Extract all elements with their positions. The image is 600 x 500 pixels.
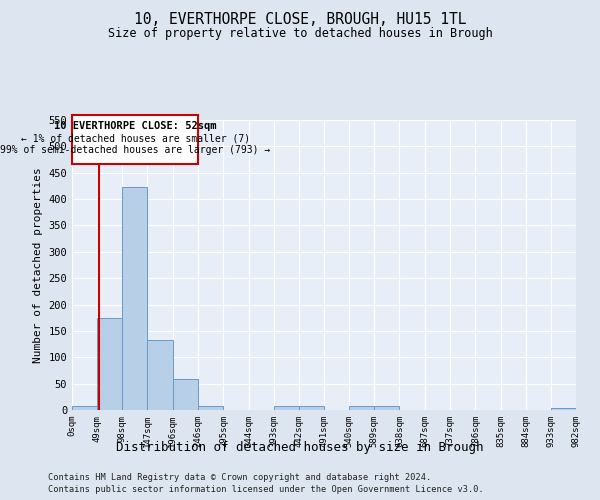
Bar xyxy=(349,406,374,410)
Bar xyxy=(97,318,122,410)
Bar xyxy=(198,406,223,410)
Text: 10, EVERTHORPE CLOSE, BROUGH, HU15 1TL: 10, EVERTHORPE CLOSE, BROUGH, HU15 1TL xyxy=(134,12,466,28)
Bar xyxy=(374,406,400,410)
Bar xyxy=(72,116,198,164)
Bar xyxy=(122,188,148,410)
Bar xyxy=(148,340,173,410)
Bar xyxy=(72,406,97,410)
Text: Contains HM Land Registry data © Crown copyright and database right 2024.: Contains HM Land Registry data © Crown c… xyxy=(48,473,431,482)
Text: ← 1% of detached houses are smaller (7): ← 1% of detached houses are smaller (7) xyxy=(20,134,250,143)
Text: Contains public sector information licensed under the Open Government Licence v3: Contains public sector information licen… xyxy=(48,484,484,494)
Y-axis label: Number of detached properties: Number of detached properties xyxy=(33,167,43,363)
Text: Distribution of detached houses by size in Brough: Distribution of detached houses by size … xyxy=(116,441,484,454)
Text: 99% of semi-detached houses are larger (793) →: 99% of semi-detached houses are larger (… xyxy=(0,145,270,155)
Text: 10 EVERTHORPE CLOSE: 52sqm: 10 EVERTHORPE CLOSE: 52sqm xyxy=(54,121,217,131)
Bar xyxy=(173,380,198,410)
Bar xyxy=(299,406,324,410)
Text: Size of property relative to detached houses in Brough: Size of property relative to detached ho… xyxy=(107,28,493,40)
Bar xyxy=(551,408,576,410)
Bar xyxy=(274,406,299,410)
